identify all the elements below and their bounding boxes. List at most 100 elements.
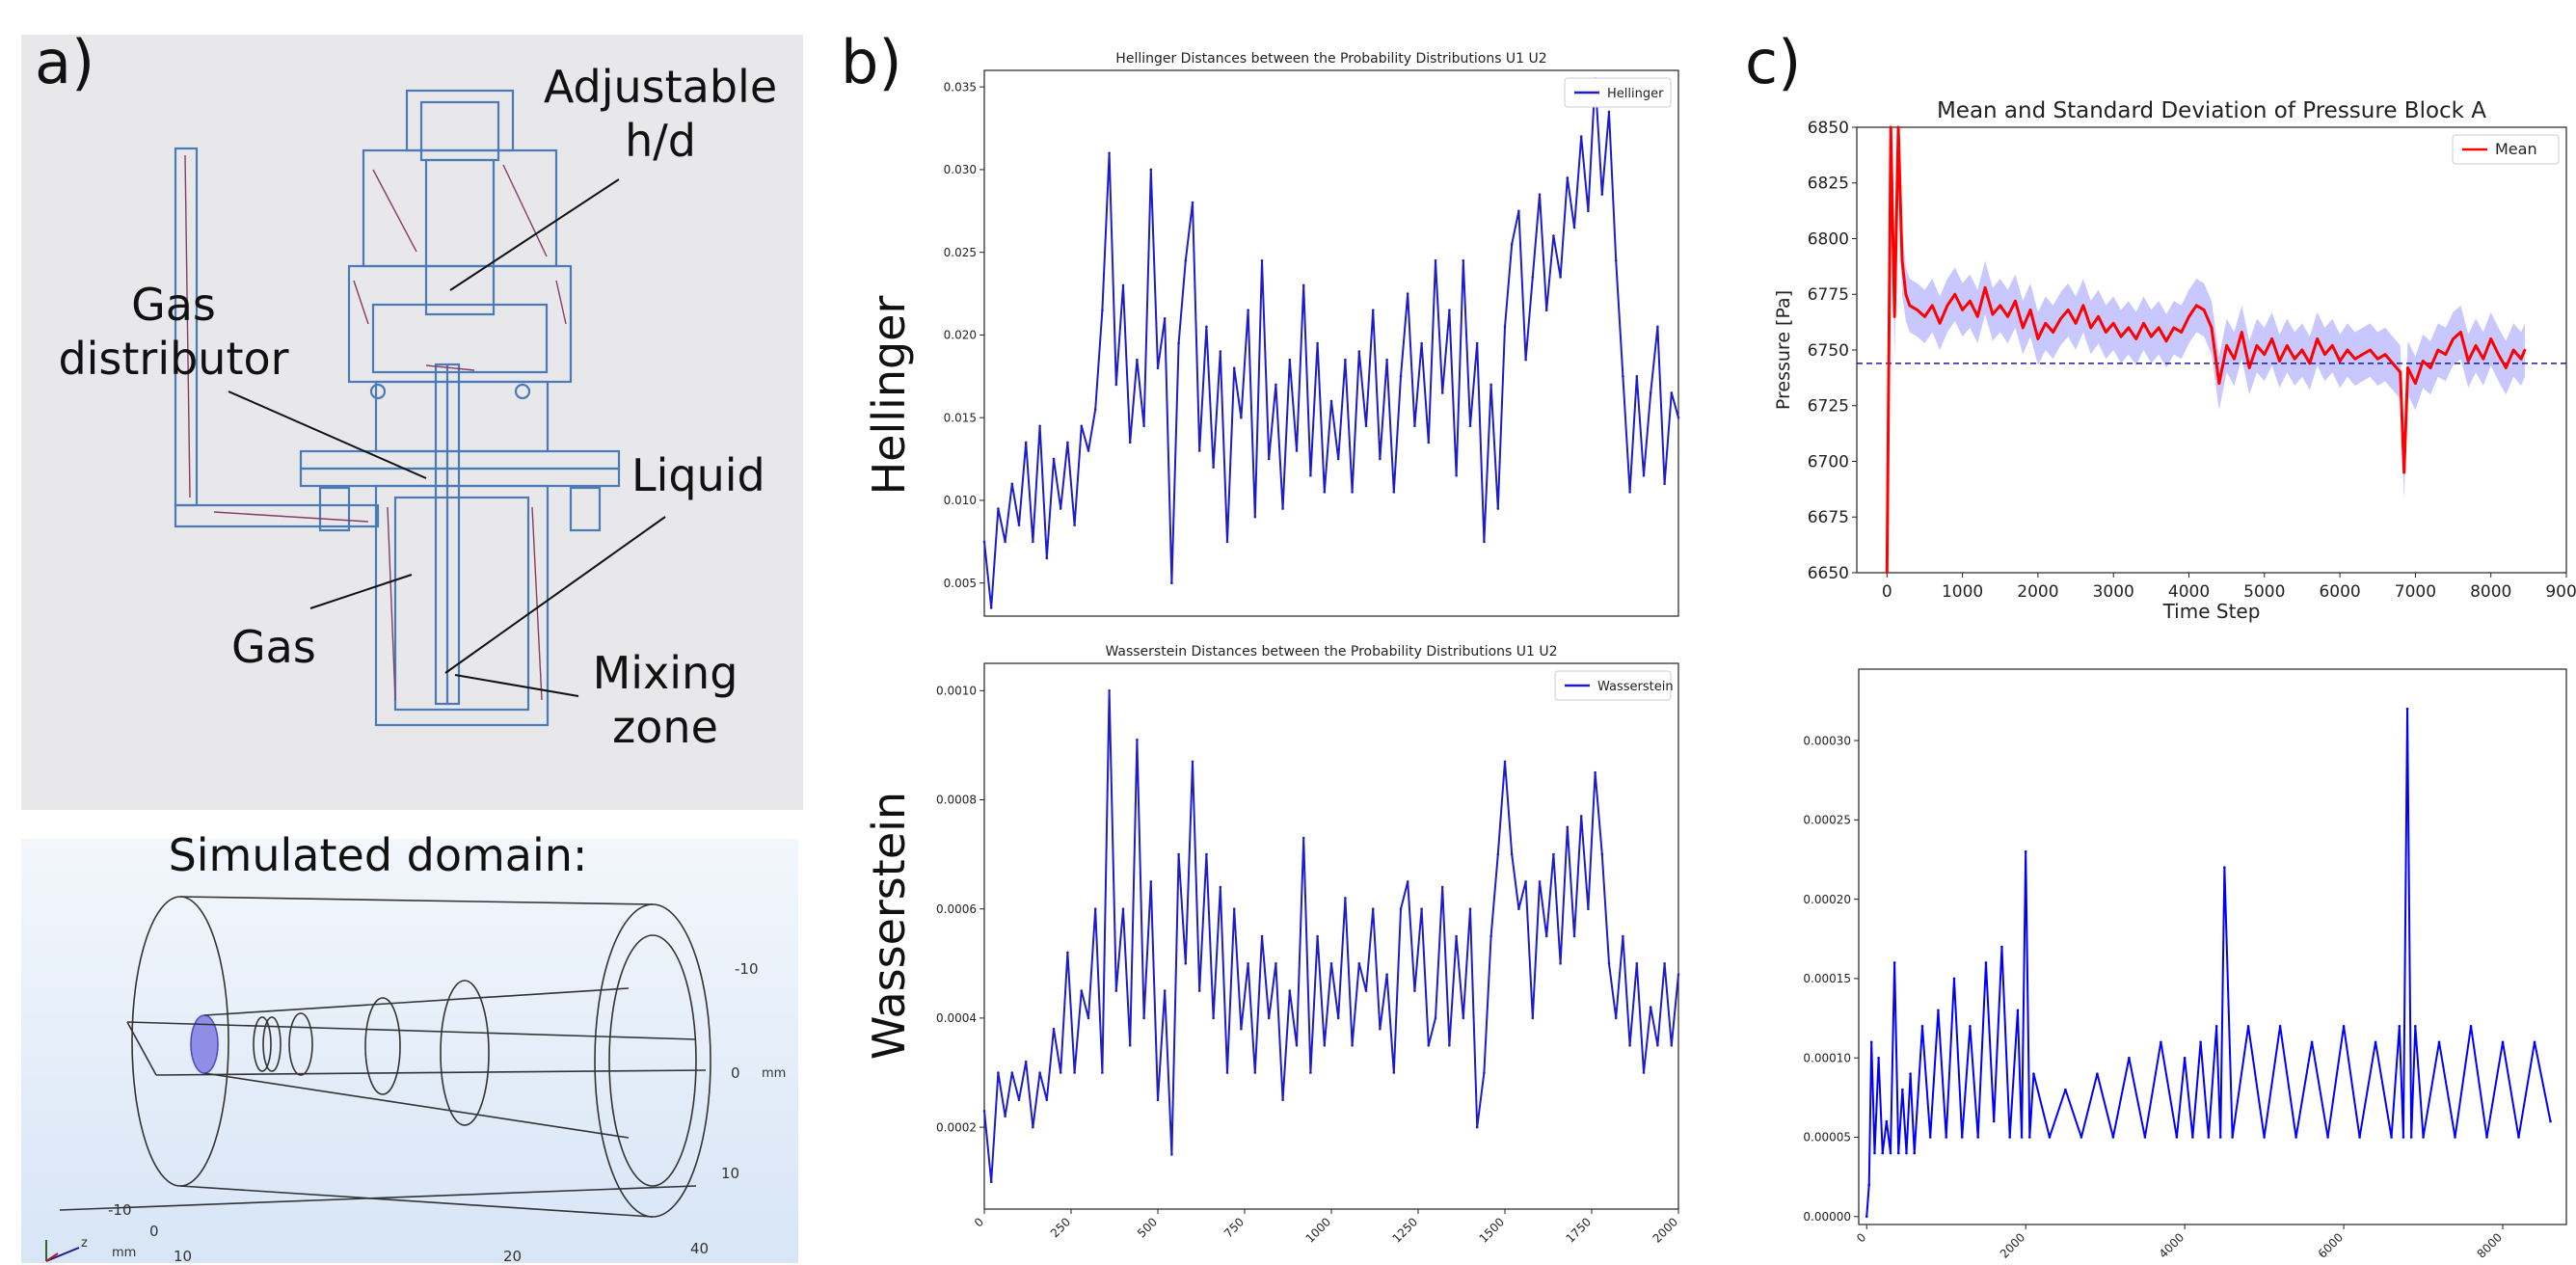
data-point xyxy=(1594,770,1597,774)
x-tick-label: 4000 xyxy=(2168,582,2210,602)
data-point xyxy=(1572,226,1576,229)
y-tick-label: 0.035 xyxy=(944,80,977,94)
data-point xyxy=(1628,1043,1631,1047)
data-point xyxy=(1496,507,1500,510)
chart-title: Mean and Standard Deviation of Pressure … xyxy=(1937,98,2486,123)
data-point xyxy=(2375,357,2379,361)
y-tick-label: 6800 xyxy=(1808,229,1849,249)
data-point xyxy=(2285,344,2289,347)
data-point xyxy=(2326,1136,2329,1139)
legend-box xyxy=(1554,670,1672,701)
y-tick-label: 6825 xyxy=(1808,175,1849,194)
data-point xyxy=(2036,337,2040,340)
data-point xyxy=(2353,357,2357,361)
data-point xyxy=(1351,1043,1354,1047)
data-point xyxy=(1156,1098,1160,1102)
data-point xyxy=(2214,1024,2218,1028)
data-point xyxy=(2128,1056,2131,1060)
data-point xyxy=(1991,312,1995,316)
data-point xyxy=(2398,1024,2402,1028)
data-point xyxy=(2164,339,2168,343)
data-point xyxy=(1087,449,1090,452)
x-tick-label: 4000 xyxy=(2157,1230,2187,1260)
data-point xyxy=(1622,934,1624,938)
data-point xyxy=(2452,337,2455,340)
data-point xyxy=(1475,341,1479,345)
data-point xyxy=(1945,304,1949,308)
legend-label: Hellinger xyxy=(1607,87,1664,101)
data-point xyxy=(1260,934,1264,938)
hellinger-ylabel: Hellinger xyxy=(863,295,915,496)
wasserstein-ylabel: Wasserstein xyxy=(863,791,915,1061)
data-point xyxy=(1892,961,1896,964)
mesh-tick-right-neg10: -10 xyxy=(735,960,759,978)
data-point xyxy=(1622,375,1624,378)
plot-frame xyxy=(1858,668,2567,1225)
data-point xyxy=(2390,1136,2393,1139)
data-point xyxy=(2255,344,2259,347)
data-point xyxy=(1010,482,1014,486)
data-point xyxy=(1149,880,1153,883)
data-point xyxy=(1960,1136,1964,1139)
panel-a-letter: a) xyxy=(35,27,95,97)
data-point xyxy=(1600,193,1604,196)
data-point xyxy=(1945,1136,1948,1139)
y-tick-label: 0.0010 xyxy=(936,685,977,698)
data-point xyxy=(1010,1071,1014,1074)
data-point xyxy=(1379,1027,1382,1031)
data-point xyxy=(1059,507,1062,510)
data-point xyxy=(2466,360,2470,363)
data-point xyxy=(1889,125,1892,129)
data-point xyxy=(1614,1016,1618,1020)
x-tick-label: 8000 xyxy=(2470,582,2511,602)
data-point xyxy=(997,507,1000,510)
data-point xyxy=(2020,1136,2024,1139)
data-point xyxy=(982,540,986,544)
data-point xyxy=(2414,1024,2417,1028)
data-point xyxy=(1908,304,1912,308)
label-gas-distributor-line1: Gas xyxy=(131,279,216,331)
data-point xyxy=(1677,416,1680,419)
data-point xyxy=(1552,234,1555,237)
y-tick-label: 0.0002 xyxy=(936,1120,977,1134)
data-point xyxy=(1992,1119,1996,1123)
data-point xyxy=(982,1109,986,1113)
data-point xyxy=(1544,309,1548,311)
data-point xyxy=(1448,1043,1451,1047)
data-point xyxy=(1600,852,1604,856)
y-tick-label: 0.00030 xyxy=(1803,734,1851,747)
data-point xyxy=(2358,1136,2361,1139)
data-point xyxy=(1170,581,1173,584)
data-point xyxy=(2444,353,2448,356)
data-point xyxy=(989,606,993,609)
data-point xyxy=(1656,325,1659,329)
mesh-tick-bottom-40: 40 xyxy=(690,1240,710,1257)
data-point xyxy=(1510,852,1514,856)
y-tick-label: 0.00015 xyxy=(1803,972,1851,985)
data-point xyxy=(1066,441,1069,444)
y-tick-label: 0.00000 xyxy=(1803,1210,1851,1224)
y-tick-label: 6700 xyxy=(1808,452,1849,471)
label-mixing-line1: Mixing xyxy=(592,647,738,699)
data-point xyxy=(2207,1136,2211,1139)
data-point xyxy=(2278,1024,2282,1028)
legend-label: Wasserstein xyxy=(1597,680,1674,694)
data-point xyxy=(1232,907,1236,910)
data-point xyxy=(1142,424,1145,428)
data-point xyxy=(2293,357,2296,361)
data-point xyxy=(2369,348,2372,352)
data-point xyxy=(1867,1183,1871,1187)
std-band xyxy=(1887,127,2525,573)
data-point xyxy=(1038,1071,1041,1074)
data-point xyxy=(1093,907,1097,910)
data-point xyxy=(1886,571,1889,575)
top-knob xyxy=(405,89,515,152)
data-point xyxy=(2142,321,2145,325)
data-point xyxy=(2241,331,2243,334)
panel-b-letter: b) xyxy=(841,27,902,97)
series-line xyxy=(1885,125,2527,574)
data-point xyxy=(2081,304,2085,308)
inlet-pipe-horizontal xyxy=(174,503,380,528)
y-tick-label: 0.030 xyxy=(944,163,977,176)
data-point xyxy=(1038,424,1041,428)
